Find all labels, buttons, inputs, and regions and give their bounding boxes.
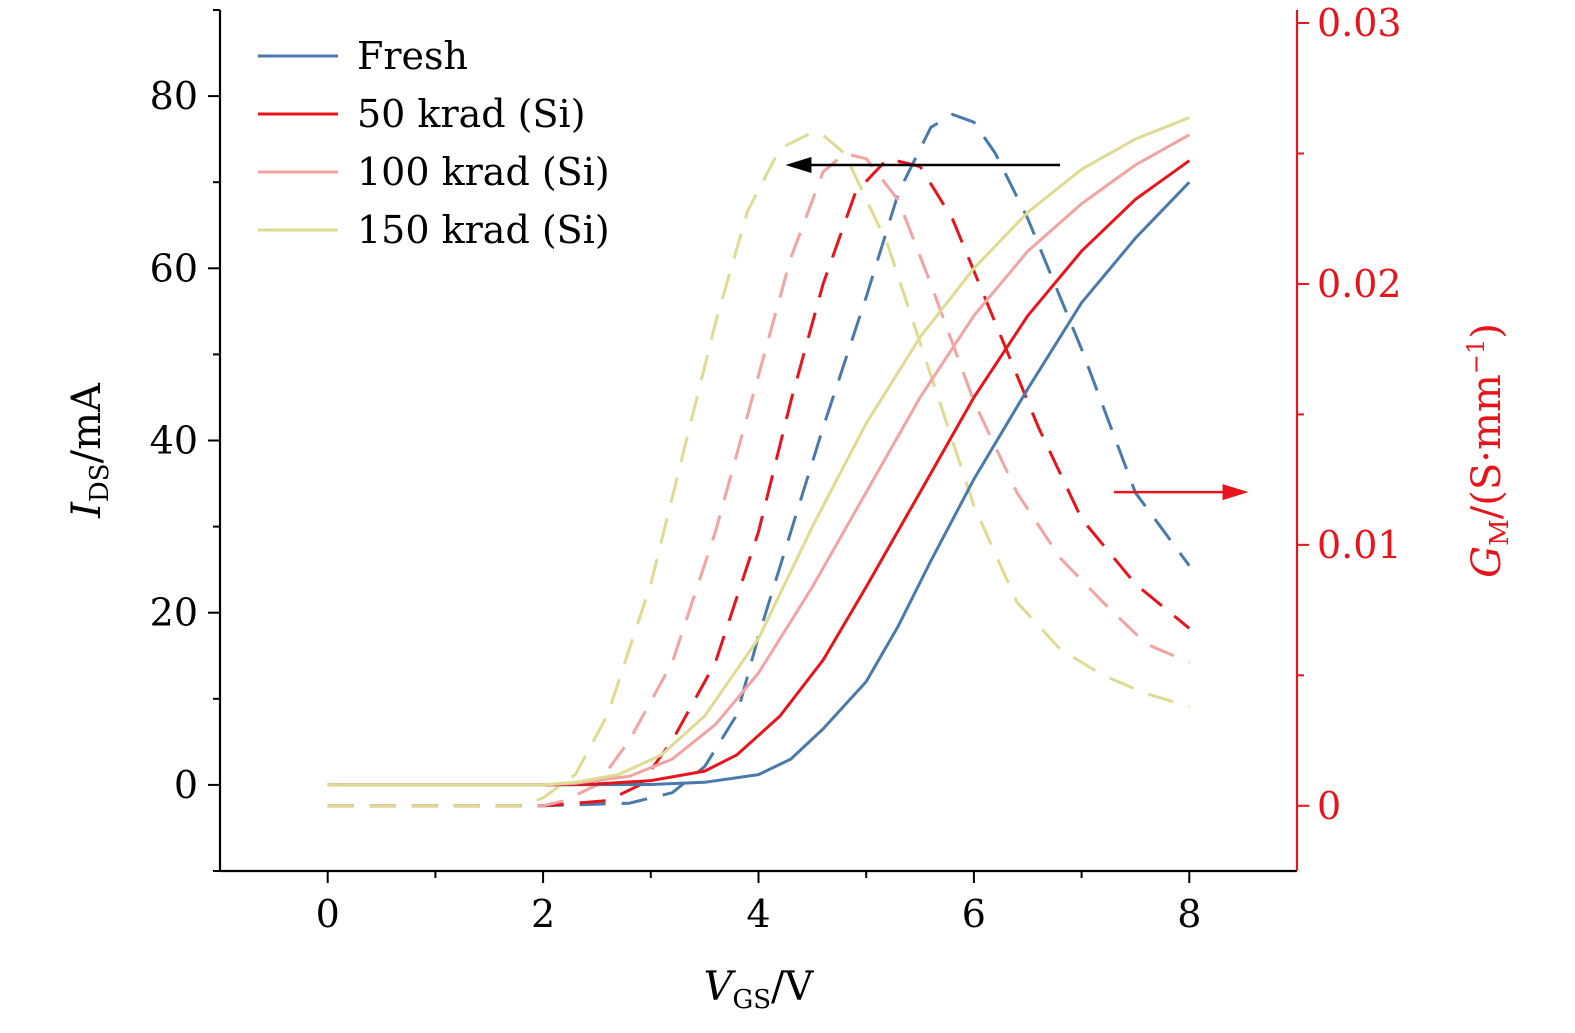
y-right-tick-label: 0.03 [1317,1,1402,45]
ids-curve-3 [327,116,1190,787]
axis-title-variable: V [704,964,737,1010]
y-right-tick-label: 0 [1317,784,1341,828]
gm-curve-0 [327,112,1191,808]
gm-curve-1 [327,157,1191,808]
x-axis-title: VGS/V [704,964,815,1015]
y-left-tick-label: 0 [174,763,198,807]
y-right-tick-label: 0.02 [1317,262,1402,306]
axis-title-unit: /V [771,964,814,1010]
axis-title-variable: G [1464,546,1510,578]
legend-label-3: 150 krad (Si) [357,208,610,252]
arrow-head-1 [1222,484,1249,501]
axis-title-unit: /mA [64,382,110,463]
annotations-layer [785,156,1249,501]
x-tick-label: 8 [1177,892,1201,936]
legend-label-0: Fresh [357,34,468,78]
y-left-tick-label: 60 [150,246,198,290]
axis-title-variable: I [64,501,110,519]
gm-curve-3 [327,131,1190,808]
axis-title-subscript: M [1485,519,1515,546]
curves-layer [327,112,1191,808]
axis-titles: VGS/V IDS/mA GM/(S·mm−1) [64,323,1515,1015]
y-left-tick-label: 80 [150,74,198,118]
y-axis-right-title: GM/(S·mm−1) [1462,323,1515,578]
gm-curve-2 [327,152,1190,808]
y-left-tick-label: 20 [150,591,198,635]
x-tick-label: 6 [962,892,986,936]
legend: Fresh 50 krad (Si) 100 krad (Si) 150 krad (… [258,34,610,252]
legend-label-2: 100 krad (Si) [357,150,610,194]
ids-curve-0 [327,181,1191,787]
axis-title-subscript: GS [732,985,771,1015]
y-right-tick-label: 0.01 [1317,523,1402,567]
x-tick-label: 4 [746,892,770,936]
x-tick-label: 2 [531,892,555,936]
axis-title-unit: /(S·mm [1464,374,1510,519]
y-left-tick-label: 40 [150,419,198,463]
y-axis-left-title: IDS/mA [64,382,115,519]
legend-label-1: 50 krad (Si) [357,92,586,136]
axis-title-close: ) [1464,323,1510,339]
arrow-head-0 [785,156,812,173]
x-tick-label: 0 [316,892,340,936]
axis-title-subscript: DS [85,463,115,502]
axis-title-superscript: −1 [1462,339,1490,374]
